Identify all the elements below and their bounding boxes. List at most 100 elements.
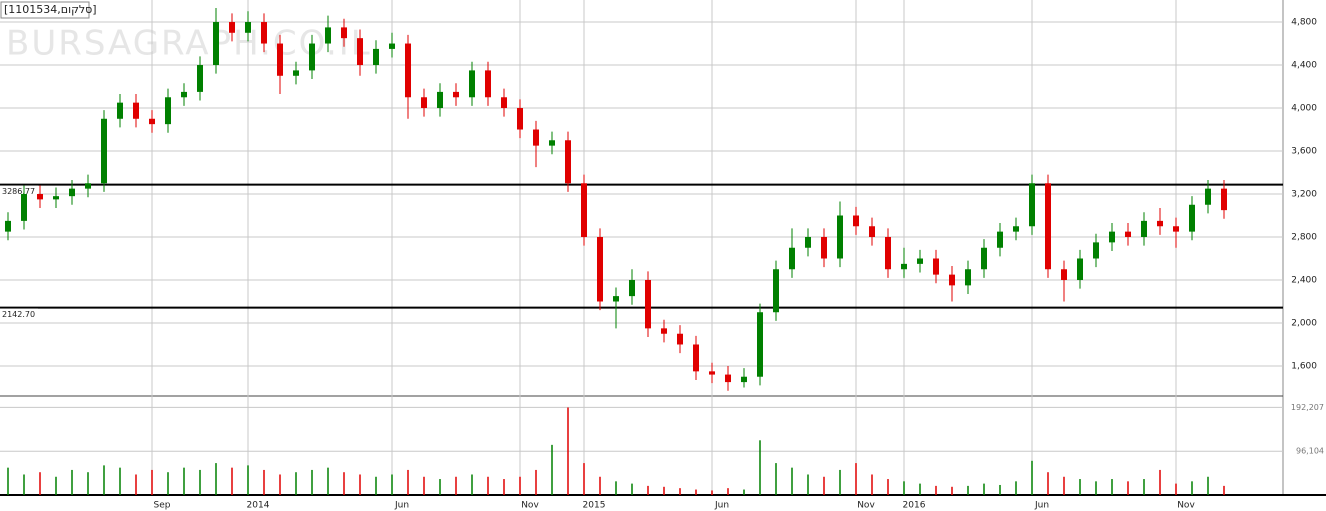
candle-body [549, 140, 555, 146]
volume-bar [199, 469, 201, 495]
candle-body [437, 91, 443, 109]
candle-body [533, 129, 539, 146]
volume-bar [471, 474, 473, 495]
candle-body [501, 97, 507, 109]
candle-body [469, 70, 475, 98]
x-tick-label: Sep [154, 501, 171, 511]
volume-bar [1223, 485, 1225, 495]
candle-body [885, 237, 891, 270]
volume-bar [791, 467, 793, 495]
reference-label-bg [0, 308, 38, 320]
volume-bar [951, 486, 953, 495]
candle-body [53, 196, 59, 200]
reference-label-bg [0, 185, 38, 197]
candle-body [5, 220, 11, 232]
y-tick-label: 2,800 [1291, 233, 1317, 243]
volume-bar [903, 481, 905, 495]
candle-body [1109, 231, 1115, 243]
candle-body [197, 65, 203, 92]
volume-bar [1095, 481, 1097, 495]
x-tick-label: 2016 [903, 501, 926, 511]
volume-bar [487, 476, 489, 495]
candle-body [1045, 183, 1051, 270]
volume-bar [855, 463, 857, 495]
volume-bar [1175, 483, 1177, 495]
volume-bar [887, 479, 889, 495]
volume-bar [551, 444, 553, 495]
y-tick-label: 3,600 [1291, 147, 1317, 157]
reference-label: 3286.77 [2, 187, 35, 196]
watermark: BURSAGRAPH.CO.IL [6, 24, 372, 64]
candle-body [389, 43, 395, 49]
volume-bar [871, 474, 873, 495]
volume-bar [743, 489, 745, 495]
volume-bar [823, 476, 825, 495]
volume-bar [999, 484, 1001, 495]
candle-body [725, 374, 731, 383]
candle-body [1077, 258, 1083, 280]
volume-bar [1031, 460, 1033, 495]
candle-body [869, 226, 875, 237]
x-tick-label: 2015 [583, 501, 606, 511]
candle-body [149, 118, 155, 125]
candle-body [133, 102, 139, 119]
candle-body [1061, 269, 1067, 280]
candle-body [69, 188, 75, 197]
candle-body [37, 194, 43, 200]
candle-body [789, 247, 795, 270]
volume-bar [759, 440, 761, 495]
volume-bar [679, 488, 681, 495]
volume-bar [1159, 469, 1161, 495]
volume-bar [711, 490, 713, 495]
candle-body [965, 269, 971, 286]
volume-bar [359, 474, 361, 495]
volume-bar [727, 488, 729, 495]
candle-body [757, 312, 763, 377]
candle-body [565, 140, 571, 184]
candle-body [933, 258, 939, 275]
y-tick-label: 2,000 [1291, 318, 1317, 328]
volume-bar [279, 474, 281, 495]
candle-body [181, 91, 187, 98]
candle-body [917, 258, 923, 264]
volume-bar [1191, 481, 1193, 495]
volume-bar [1143, 479, 1145, 495]
x-tick-label: Jun [714, 501, 729, 511]
y-tick-label: 2,400 [1291, 275, 1317, 285]
volume-bar [135, 474, 137, 495]
volume-bar [519, 476, 521, 495]
candle-body [261, 22, 267, 44]
y-tick-label: 4,000 [1291, 104, 1317, 114]
candle-body [1141, 220, 1147, 237]
x-tick-label: 2014 [247, 501, 270, 511]
volume-bar [503, 479, 505, 495]
volume-bar [583, 463, 585, 495]
volume-bar [1127, 481, 1129, 495]
candle-body [981, 247, 987, 270]
candle-body [1189, 204, 1195, 232]
candle-body [309, 43, 315, 71]
volume-bar [1111, 479, 1113, 495]
volume-bar [567, 407, 569, 495]
candle-body [613, 296, 619, 302]
candle-body [1029, 183, 1035, 227]
volume-bar [167, 472, 169, 495]
candle-body [949, 274, 955, 286]
candle-body [597, 237, 603, 302]
volume-bar [343, 472, 345, 495]
candle-body [277, 43, 283, 76]
candle-body [901, 263, 907, 270]
candle-body [997, 231, 1003, 248]
volume-bar [775, 463, 777, 495]
volume-bar [1047, 472, 1049, 495]
candle-body [517, 108, 523, 130]
candle-body [1173, 226, 1179, 232]
volume-bar [23, 474, 25, 495]
candle-body [357, 38, 363, 66]
volume-bar [327, 467, 329, 495]
y-tick-label: 3,200 [1291, 190, 1317, 200]
candle-body [581, 183, 587, 237]
volume-bar [55, 476, 57, 495]
